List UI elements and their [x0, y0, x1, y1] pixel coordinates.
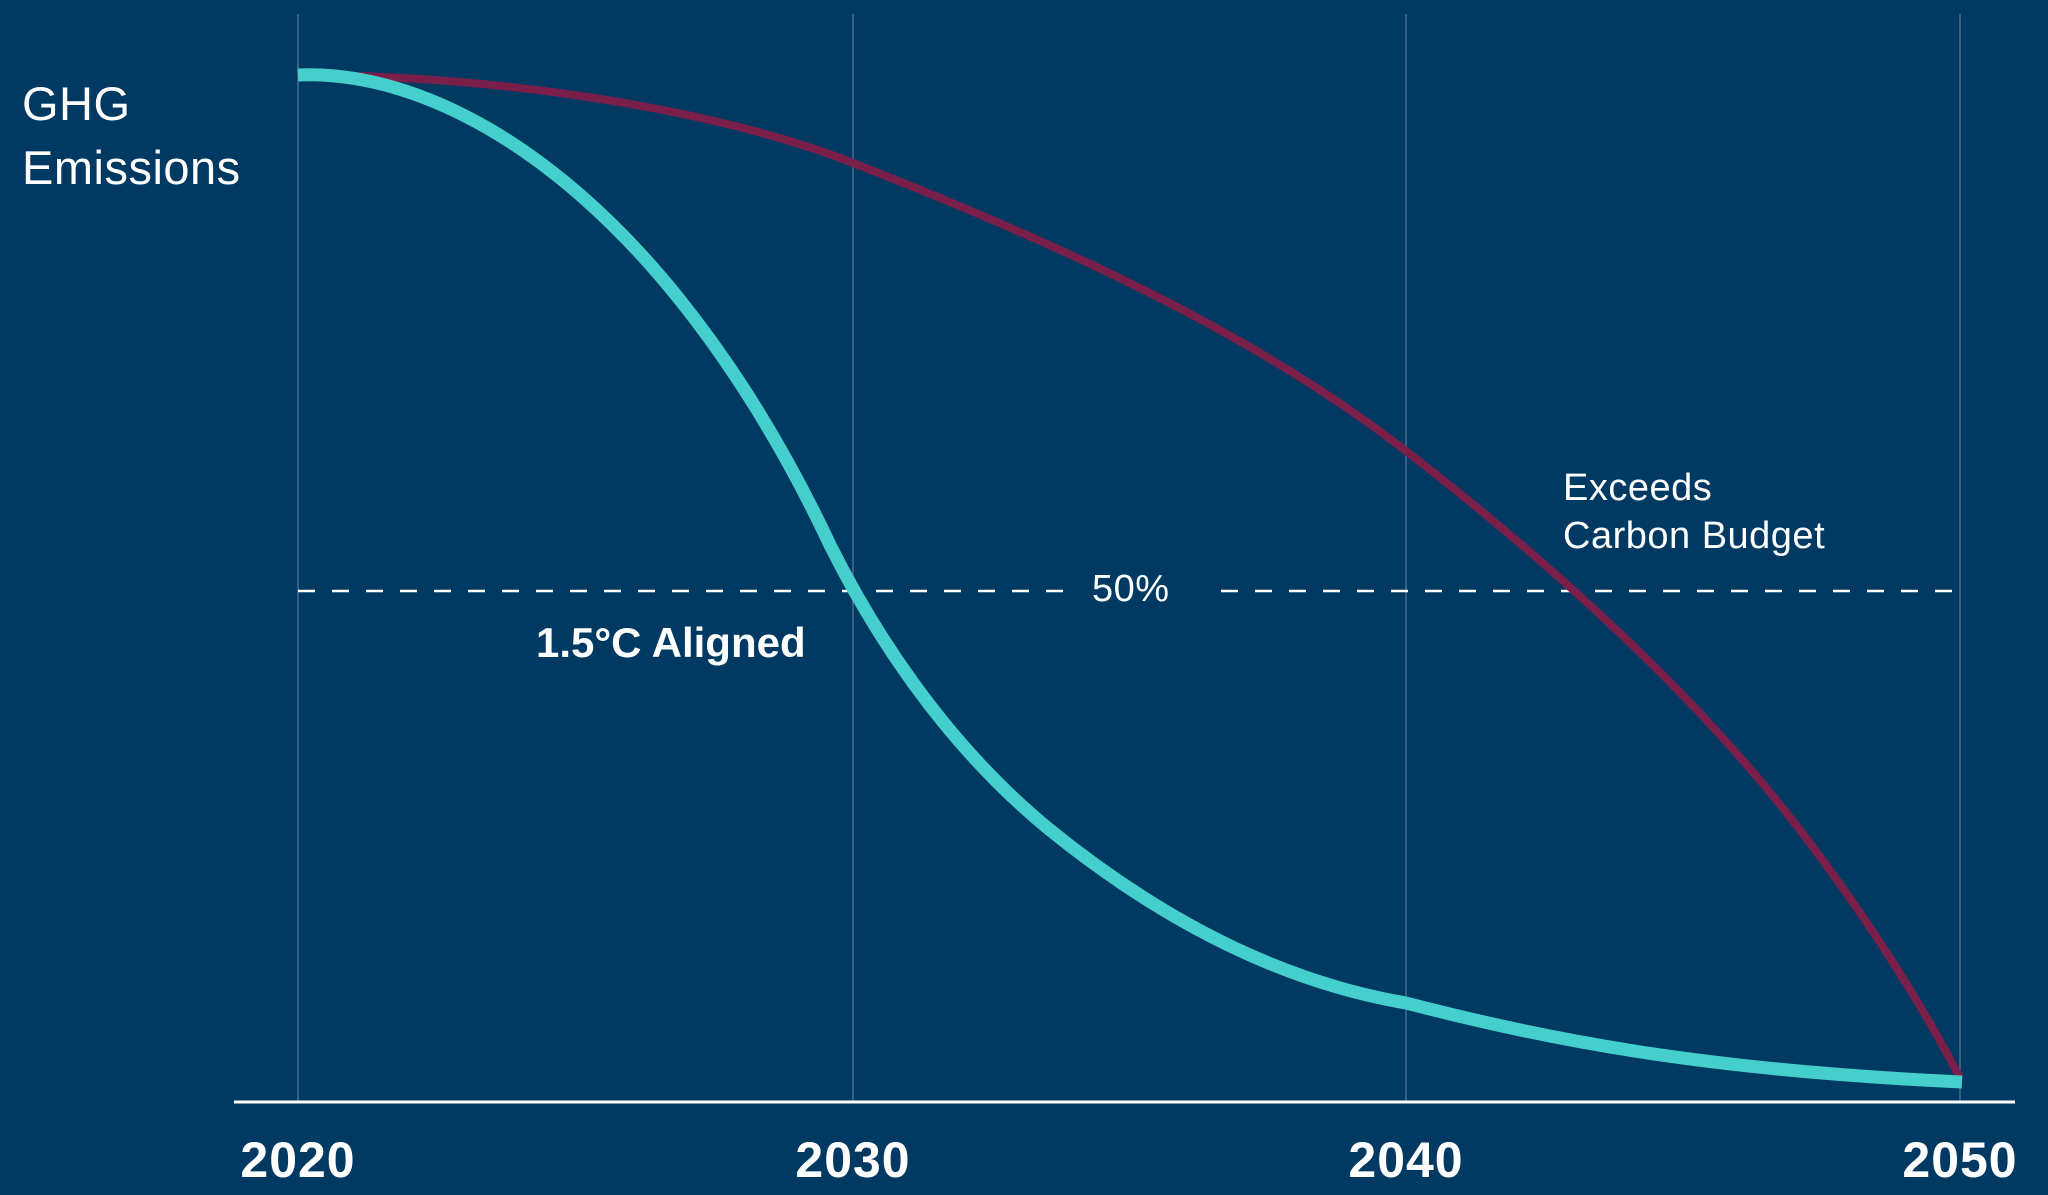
x-tick-2030: 2030: [795, 1132, 911, 1188]
gridlines: [297, 14, 1961, 1102]
reference-line-label: 50%: [1092, 568, 1170, 610]
x-tick-2040: 2040: [1348, 1132, 1464, 1188]
series-exceeds-carbon-budget: [297, 71, 1964, 1080]
series-label-exceeds: Exceeds Carbon Budget: [1563, 464, 1825, 560]
x-tick-2020: 2020: [240, 1132, 356, 1188]
y-axis-label-line-1: GHG: [22, 77, 131, 130]
series-label-aligned: 1.5°C Aligned: [536, 619, 806, 666]
y-axis-label: GHG Emissions: [22, 72, 241, 200]
x-tick-2050: 2050: [1902, 1132, 2018, 1188]
series-label-exceeds-line-1: Exceeds: [1563, 467, 1713, 509]
series-1-5c-aligned: [297, 68, 1963, 1089]
y-axis-label-line-2: Emissions: [22, 141, 241, 194]
series-label-exceeds-line-2: Carbon Budget: [1563, 515, 1826, 557]
